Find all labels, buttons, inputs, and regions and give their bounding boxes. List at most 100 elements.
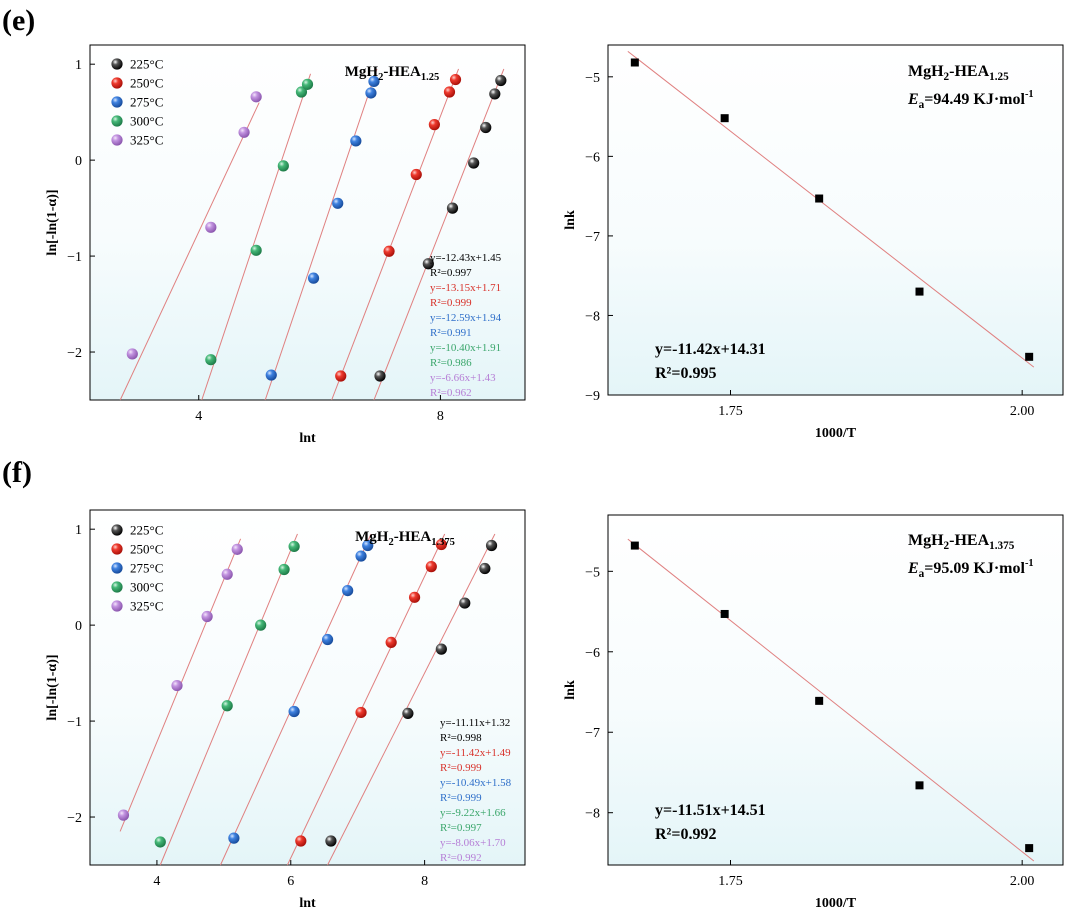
e-left-point-1-5 (449, 73, 462, 86)
f-left-equation-1: y=-11.42x+1.49 (440, 747, 511, 759)
f-left-legend-marker-1 (111, 543, 123, 555)
f-left-point-4-0 (117, 809, 130, 821)
e-left-point-2-4 (365, 87, 377, 99)
f-left-point-2-0 (228, 832, 240, 844)
e-left-equation-4: y=-6.66x+1.43 (430, 372, 496, 384)
e-left-point-4-1 (205, 221, 217, 233)
e-left-point-0-3 (468, 157, 480, 169)
e-left-point-0-0 (374, 370, 386, 382)
f-right-ytick-label: −5 (585, 565, 600, 580)
e-left-equation-3: y=-10.40x+1.91 (430, 342, 501, 354)
e-right-plot-area (608, 45, 1063, 395)
e-left-legend-marker-4 (111, 134, 123, 146)
e-right-title: MgH2-HEA1.25 (908, 63, 1009, 83)
e-left-legend-marker-1 (111, 77, 123, 89)
e-right-xtick-label: 1.75 (718, 404, 743, 419)
f-left-point-0-1 (402, 707, 414, 720)
f-left-point-0-2 (435, 643, 447, 655)
e-left-point-3-3 (295, 86, 308, 98)
f-left-r2-2: R²=0.999 (440, 792, 482, 804)
f-left-title: MgH2-HEA1.375 (355, 529, 455, 548)
f-left-legend-marker-2 (111, 562, 123, 574)
f-right-xtick-label: 1.75 (718, 874, 743, 889)
panel-label-e: (e) (2, 4, 35, 37)
f-left-point-2-3 (342, 584, 354, 597)
e-right-activation-energy: Ea=94.49 KJ·mol-1 (907, 89, 1034, 111)
e-right-point-1 (720, 114, 729, 123)
f-left-legend: 225°C 250°C 275°C 300°C 325°C (111, 523, 163, 614)
e-left-r2-0: R²=0.997 (430, 267, 472, 279)
f-right-fit-line (627, 538, 1035, 862)
e-right-ylabel: lnk (563, 210, 578, 230)
f-left-point-1-5 (435, 538, 447, 551)
f-left-legend-label-1: 250°C (130, 542, 163, 557)
f-left-xtick-label: 8 (421, 874, 428, 889)
e-left-point-1-2 (410, 168, 422, 181)
chart-f-right: 1.75 2.00 −5 −6 −7 −8 1000/T lnk MgH2-HEA1.375 Ea… (563, 514, 1064, 911)
f-left-point-3-0 (154, 836, 166, 848)
f-right-activation-energy: Ea=95.09 KJ·mol-1 (907, 558, 1034, 580)
e-left-frame (89, 44, 526, 401)
e-right-ytick-label: −5 (585, 71, 600, 86)
e-right-xlabel: 1000/T (815, 426, 857, 441)
e-right-equation: y=-11.42x+14.31 (655, 341, 766, 358)
f-left-equation-0: y=-11.11x+1.32 (440, 717, 510, 729)
f-right-frame (607, 514, 1064, 866)
e-left-point-0-2 (446, 202, 459, 214)
e-left-ytick-label: 0 (75, 154, 82, 169)
f-left-ylabel: ln[-ln(1-α)] (45, 654, 60, 720)
f-left-point-0-0 (325, 835, 337, 847)
f-right-title: MgH2-HEA1.375 (908, 532, 1015, 552)
e-left-point-4-2 (238, 126, 250, 138)
e-left-r2-4: R²=0.962 (430, 387, 472, 399)
e-right-frame (607, 44, 1064, 396)
e-left-point-1-4 (443, 86, 456, 98)
f-left-point-4-1 (171, 679, 183, 692)
e-left-legend-label-0: 225°C (130, 57, 163, 72)
e-left-point-1-3 (428, 119, 440, 131)
e-left-legend-marker-3 (111, 115, 123, 127)
e-left-equation-1: y=-13.15x+1.71 (430, 282, 501, 294)
f-left-legend-label-3: 300°C (130, 580, 163, 595)
e-right-r2: R²=0.995 (655, 365, 716, 382)
f-right-point-1 (720, 609, 729, 618)
f-left-ytick-label: 1 (75, 523, 82, 538)
f-left-plot-area (90, 510, 525, 865)
f-left-point-1-0 (295, 835, 307, 847)
f-left-r2-3: R²=0.997 (440, 822, 482, 834)
f-left-equation-2: y=-10.49x+1.58 (440, 777, 512, 789)
e-right-fit-line (627, 50, 1035, 368)
e-left-point-1-1 (383, 245, 395, 257)
e-right-point-0 (630, 58, 639, 67)
e-right-ytick-label: −8 (585, 309, 600, 324)
f-left-equation-3: y=-9.22x+1.66 (440, 807, 506, 819)
e-left-title: MgH2-HEA1.25 (345, 64, 439, 83)
f-left-point-4-3 (221, 568, 233, 580)
f-right-xtick-label: 2.00 (1010, 874, 1035, 889)
f-right-point-0 (630, 541, 639, 550)
f-left-point-4-2 (201, 610, 213, 623)
f-right-r2: R²=0.992 (655, 826, 716, 843)
e-left-legend-marker-0 (111, 58, 123, 70)
e-left-xtick-label: 8 (437, 409, 444, 424)
e-left-xtick-label: 4 (195, 409, 202, 424)
chart-e-left: 4 8 1 0 −1 −2 lnt ln[-ln(1-α)] 225°C 250°C 275°C 30… (45, 44, 526, 446)
e-left-fit-line-2 (264, 68, 378, 401)
f-left-point-0-4 (479, 562, 491, 575)
e-left-equation-0: y=-12.43x+1.45 (430, 252, 502, 264)
f-left-legend-label-0: 225°C (130, 523, 163, 538)
f-left-ytick-label: −1 (67, 715, 82, 730)
e-left-point-2-3 (350, 135, 362, 147)
f-left-fit-line-0 (327, 533, 496, 866)
f-right-ytick-label: −8 (585, 807, 600, 822)
f-left-fit-line-3 (159, 533, 298, 866)
e-left-ylabel: ln[-ln(1-α)] (45, 189, 60, 255)
f-left-legend-marker-4 (111, 600, 123, 612)
f-left-legend-label-4: 325°C (130, 599, 163, 614)
f-left-point-1-2 (385, 636, 397, 649)
f-left-point-1-1 (355, 706, 367, 719)
f-left-ytick-label: 0 (75, 619, 82, 634)
f-left-point-0-5 (485, 539, 498, 552)
f-right-plot-area (608, 515, 1063, 865)
e-left-ytick-label: −2 (67, 346, 82, 361)
